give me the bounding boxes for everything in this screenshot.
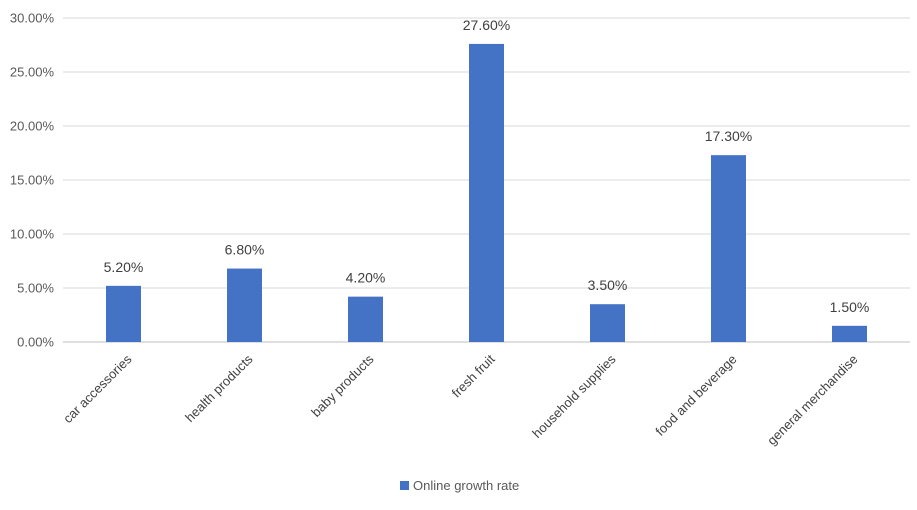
bar[interactable] [832,325,867,342]
y-tick-label: 25.00% [10,65,55,80]
x-axis-category-labels: car accessories health products baby produ… [60,351,860,448]
bar[interactable] [590,304,625,342]
x-category-label: baby products [308,351,377,420]
data-label: 17.30% [705,128,752,144]
data-label: 6.80% [225,242,265,258]
bars [106,43,867,343]
legend: Online growth rate [400,478,519,493]
y-tick-label: 5.00% [17,281,54,296]
y-tick-label: 10.00% [10,227,55,242]
bar[interactable] [469,43,504,343]
bar[interactable] [711,155,746,342]
legend-label: Online growth rate [413,478,519,493]
data-labels: 5.20% 6.80% 4.20% 27.60% 3.50% 17.30% 1.50% [104,17,870,315]
bar[interactable] [348,296,383,342]
bar[interactable] [106,285,141,342]
x-category-label: general merchandise [764,352,860,448]
data-label: 1.50% [830,299,870,315]
legend-swatch [400,481,409,490]
y-tick-label: 20.00% [10,119,55,134]
data-label: 4.20% [346,270,386,286]
y-tick-label: 30.00% [10,11,55,26]
data-label: 5.20% [104,259,144,275]
y-tick-label: 15.00% [10,173,55,188]
y-tick-label: 0.00% [17,335,54,350]
x-category-label: fresh fruit [449,351,498,400]
x-category-label: food and beverage [652,352,739,439]
x-category-label: household supplies [529,351,619,441]
bar[interactable] [227,268,262,342]
data-label: 3.50% [588,277,628,293]
data-label: 27.60% [463,17,510,33]
x-category-label: health products [182,351,256,425]
y-axis-tick-labels: 0.00% 5.00% 10.00% 15.00% 20.00% 25.00% 30.00% [10,11,55,350]
x-category-label: car accessories [60,351,135,426]
